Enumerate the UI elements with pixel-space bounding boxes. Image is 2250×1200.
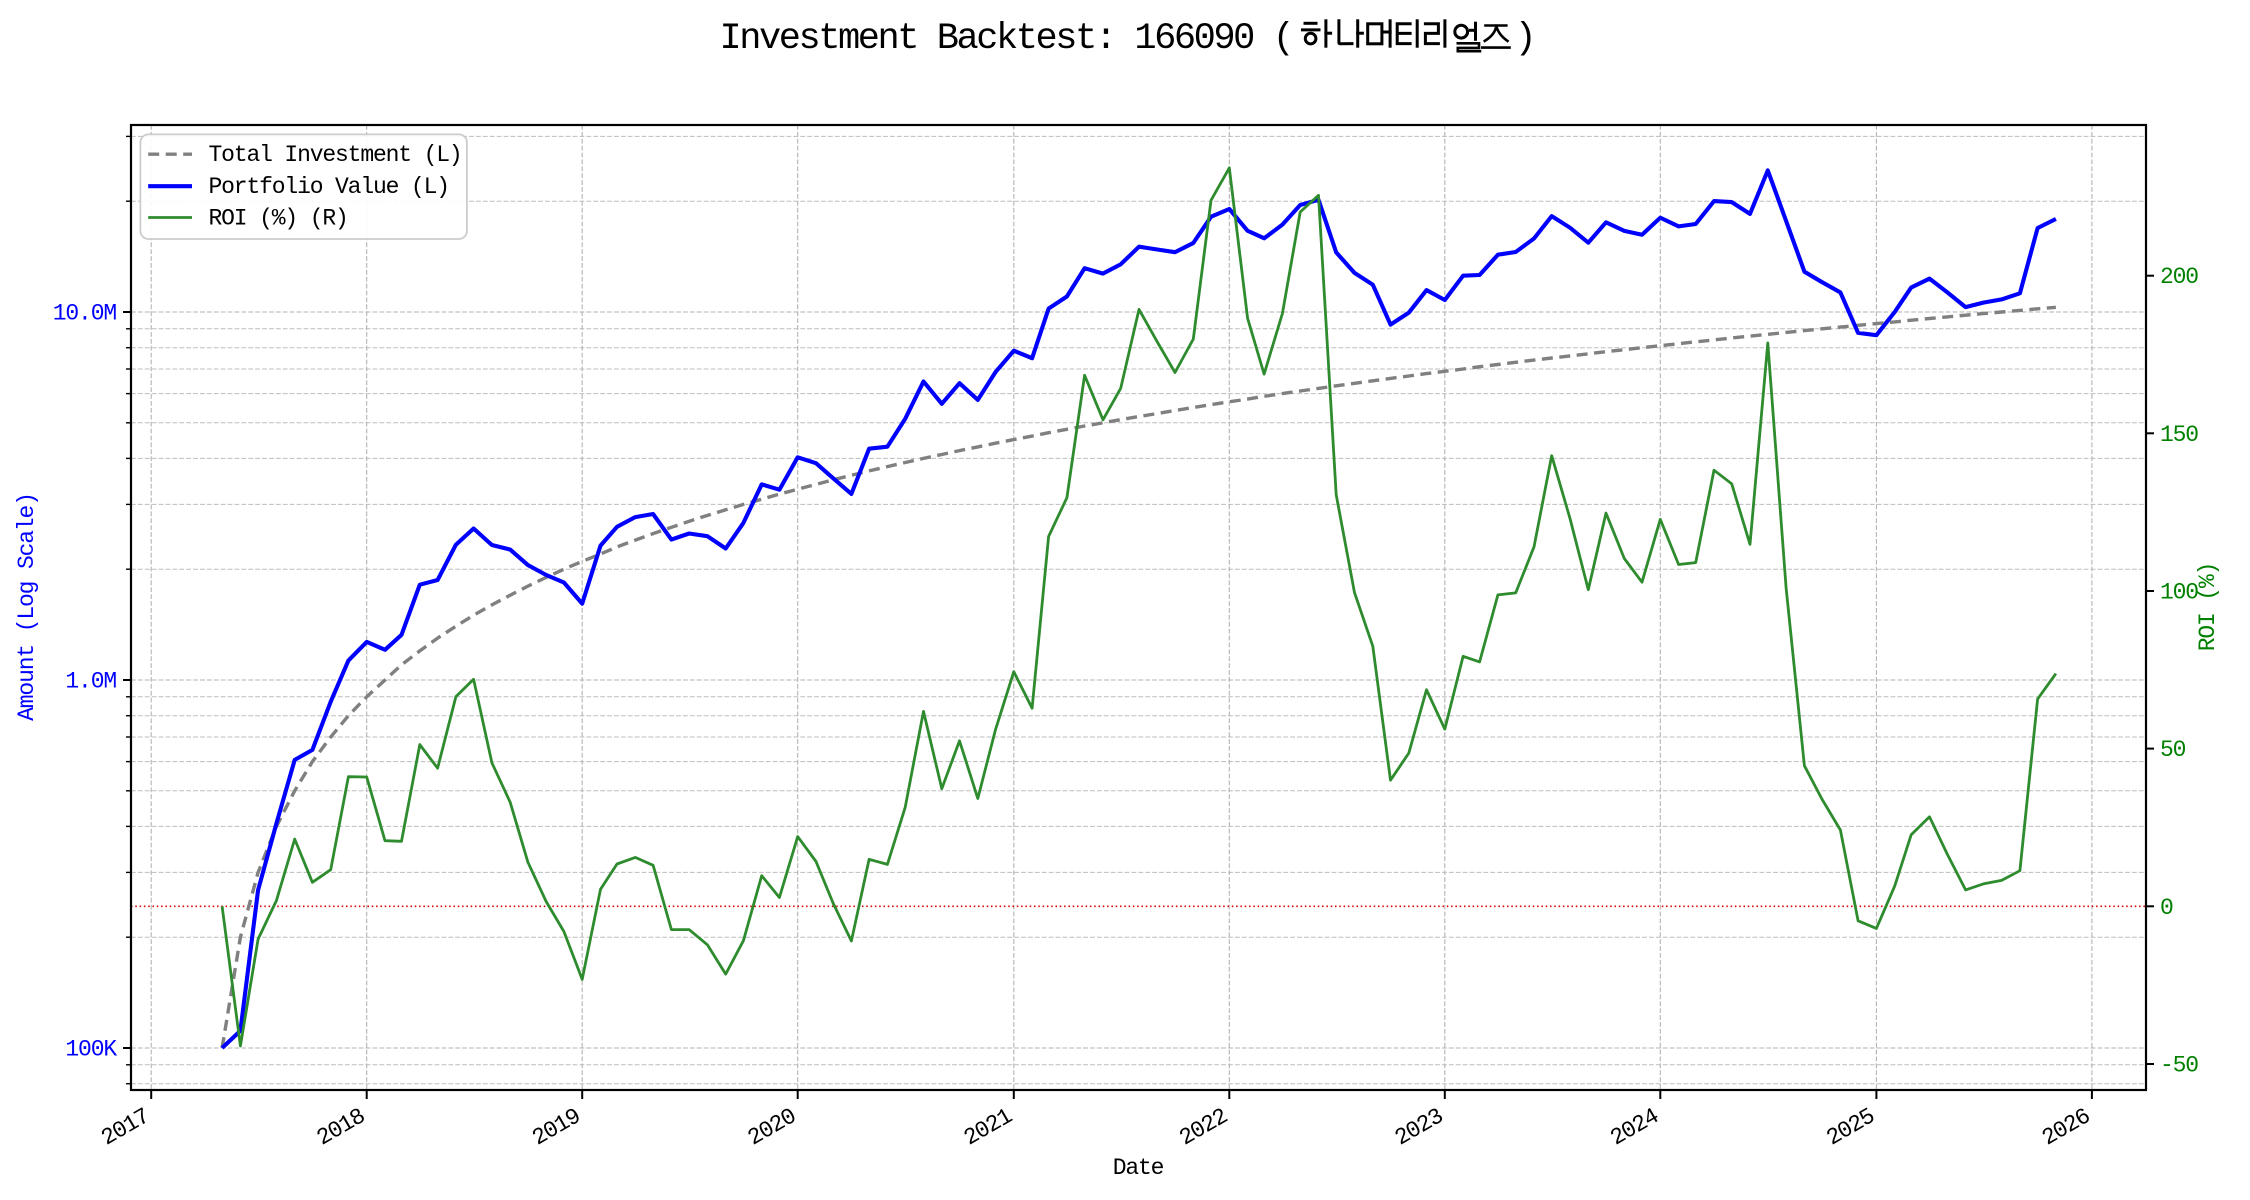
- svg-text:100: 100: [2160, 580, 2198, 606]
- svg-text:Total Investment (L): Total Investment (L): [209, 142, 462, 168]
- svg-text:10.0M: 10.0M: [53, 301, 117, 327]
- svg-text:Portfolio Value (L): Portfolio Value (L): [209, 174, 449, 200]
- svg-text:0: 0: [2160, 895, 2173, 921]
- svg-text:Investment Backtest: 166090 (: Investment Backtest: 166090 (: [720, 18, 1293, 60]
- svg-text:1.0M: 1.0M: [65, 669, 116, 695]
- svg-text:Date: Date: [1113, 1155, 1164, 1181]
- svg-text:ROI (%) (R): ROI (%) (R): [209, 206, 348, 232]
- svg-text:150: 150: [2160, 422, 2198, 448]
- svg-text:50: 50: [2160, 737, 2186, 763]
- svg-text:): ): [1515, 18, 1535, 60]
- svg-text:-50: -50: [2160, 1053, 2198, 1079]
- svg-text:ROI (%): ROI (%): [2195, 563, 2221, 652]
- svg-text:Amount (Log Scale): Amount (Log Scale): [14, 493, 40, 721]
- svg-text:200: 200: [2160, 264, 2198, 290]
- svg-text:100K: 100K: [65, 1037, 117, 1063]
